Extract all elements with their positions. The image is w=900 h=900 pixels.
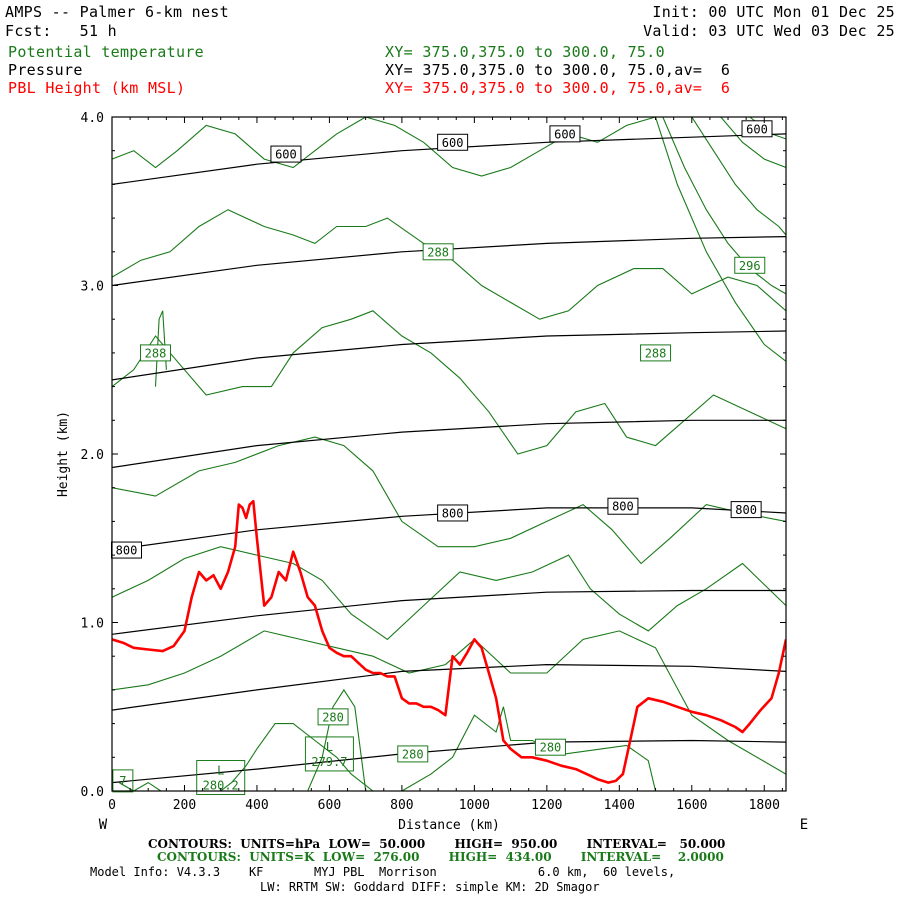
pbl-height-line xyxy=(112,499,786,784)
x-tick-label-6: 1200 xyxy=(531,798,562,813)
east-end-label: E xyxy=(800,817,808,833)
extremum-box-2 xyxy=(112,769,134,793)
extremum-box-0 xyxy=(304,736,354,772)
theta-contour-7 xyxy=(112,310,786,455)
forecast-hour: Fcst: 51 h xyxy=(5,22,117,40)
contour-label-box-1 xyxy=(437,133,469,151)
valid-time: Valid: 03 UTC Wed 03 Dec 25 xyxy=(643,22,895,40)
chart-title: AMPS -- Palmer 6-km nest xyxy=(5,3,229,21)
theta-contour-5 xyxy=(112,546,786,641)
contour-label-1: 600 xyxy=(442,136,464,150)
field-xy-pressure: XY= 375.0,375.0 to 300.0, 75.0,av= 6 xyxy=(385,61,731,79)
field-xy-theta: XY= 375.0,375.0 to 300.0, 75.0 xyxy=(385,43,665,61)
x-tick-label-7: 1400 xyxy=(604,798,635,813)
y-tick-label-0: 0.0 xyxy=(81,785,104,800)
theta-contour-1 xyxy=(220,723,374,791)
contour-label-13: 280 xyxy=(402,747,424,761)
contour-label-8: 288 xyxy=(145,346,167,360)
theta-contour-3 xyxy=(401,706,657,791)
field-xy-pbl: XY= 375.0,375.0 to 300.0, 75.0,av= 6 xyxy=(385,79,731,97)
pressure-contour-6 xyxy=(112,236,786,287)
extremum-value-2: 7 xyxy=(119,774,126,788)
y-axis-label: Height (km) xyxy=(56,411,71,497)
y-tick-label-1: 1.0 xyxy=(81,617,104,632)
contour-label-9: 288 xyxy=(427,245,449,259)
contour-label-10: 288 xyxy=(645,346,667,360)
contour-label-3: 600 xyxy=(746,122,768,136)
contour-label-12: 280 xyxy=(322,710,344,724)
contour-label-0: 600 xyxy=(275,148,297,162)
init-time: Init: 00 UTC Mon 01 Dec 25 xyxy=(652,3,895,21)
contour-label-box-8 xyxy=(139,344,171,362)
contour-label-7: 800 xyxy=(735,503,757,517)
contour-label-4: 800 xyxy=(116,544,138,558)
footer-theta-contours: CONTOURS: UNITS=K LOW= 276.00 HIGH= 434.… xyxy=(157,850,724,864)
pressure-contour-2 xyxy=(112,589,786,635)
x-tick-label-5: 1000 xyxy=(459,798,490,813)
y-tick-label-2: 2.0 xyxy=(81,448,104,463)
contour-label-14: 280 xyxy=(540,741,562,755)
extremum-value-0: 279.7 xyxy=(311,755,347,769)
contour-label-box-3 xyxy=(741,120,773,138)
contour-label-box-6 xyxy=(607,497,639,515)
theta-contour-13 xyxy=(720,117,786,169)
footer-model-info: Model Info: V4.3.3 KF MYJ PBL Morrison 6… xyxy=(90,865,676,879)
pressure-contour-5 xyxy=(112,330,786,381)
x-tick-label-0: 0 xyxy=(108,798,116,813)
field-label-theta: Potential temperature xyxy=(8,43,204,61)
footer-pressure-contours: CONTOURS: UNITS=hPa LOW= 50.000 HIGH= 95… xyxy=(148,837,726,851)
footer-physics: LW: RRTM SW: Goddard DIFF: simple KM: 2D… xyxy=(260,880,600,894)
contour-label-box-0 xyxy=(270,145,302,163)
pressure-contour-4 xyxy=(112,419,786,469)
field-label-pressure: Pressure xyxy=(8,61,83,79)
x-axis-label: Distance (km) xyxy=(398,818,500,833)
theta-contour-12 xyxy=(691,117,786,236)
x-tick-label-9: 1800 xyxy=(749,798,780,813)
west-end-label: W xyxy=(99,817,108,833)
pressure-contour-1 xyxy=(112,663,786,711)
extremum-letter-0: L xyxy=(326,740,333,754)
theta-contour-11 xyxy=(662,117,786,295)
theta-contour-2 xyxy=(307,688,367,791)
theta-contour-10 xyxy=(112,117,786,362)
contour-label-6: 800 xyxy=(612,500,634,514)
contour-label-box-14 xyxy=(534,738,566,756)
pressure-contour-7 xyxy=(112,133,786,185)
contour-label-5: 800 xyxy=(442,506,464,520)
pressure-contour-3 xyxy=(112,507,786,551)
x-tick-label-1: 200 xyxy=(173,798,196,813)
contour-label-box-2 xyxy=(549,125,581,143)
theta-contour-0 xyxy=(118,781,162,791)
extremum-letter-1: L xyxy=(217,764,224,778)
contour-label-box-12 xyxy=(317,708,349,726)
x-tick-label-8: 1600 xyxy=(676,798,707,813)
contour-label-box-5 xyxy=(437,504,469,522)
x-tick-label-4: 800 xyxy=(390,798,413,813)
pressure-contour-0 xyxy=(112,739,786,784)
extremum-value-1: 280.2 xyxy=(203,779,239,793)
contour-label-box-11 xyxy=(734,256,766,274)
contour-label-box-7 xyxy=(730,501,762,519)
extremum-box-1 xyxy=(196,760,246,796)
x-tick-label-2: 400 xyxy=(245,798,268,813)
theta-contour-4 xyxy=(112,630,786,775)
contour-label-box-9 xyxy=(422,243,454,261)
contour-label-box-10 xyxy=(640,344,672,362)
theta-contour-6 xyxy=(112,436,786,565)
x-tick-label-3: 600 xyxy=(318,798,341,813)
contour-label-box-13 xyxy=(397,745,429,763)
y-tick-label-3: 3.0 xyxy=(81,280,104,295)
field-label-pbl: PBL Height (km MSL) xyxy=(8,79,186,97)
y-tick-label-4: 4.0 xyxy=(81,111,104,126)
contour-label-2: 600 xyxy=(554,127,576,141)
theta-contour-9 xyxy=(112,209,786,320)
contour-label-11: 296 xyxy=(739,259,761,273)
